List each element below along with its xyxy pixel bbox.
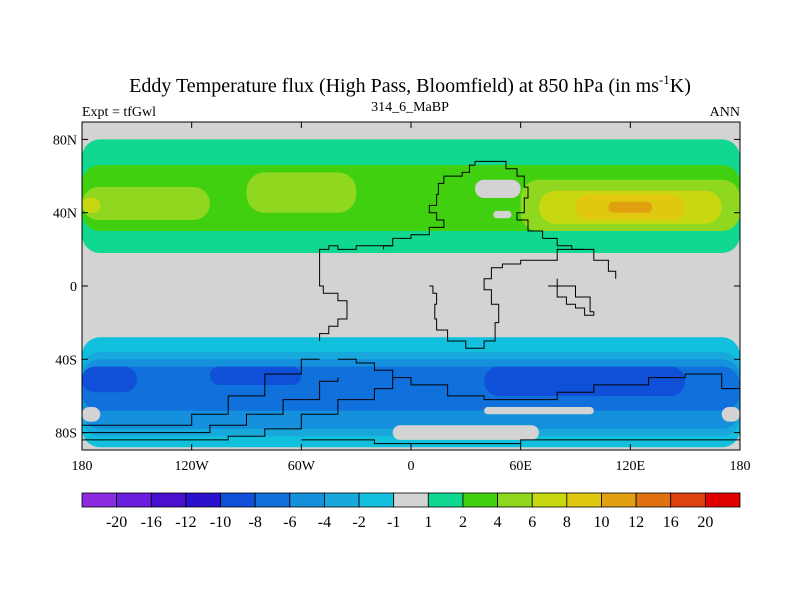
colorbar-box-6 — [289, 492, 325, 508]
colorbar-box-15 — [601, 492, 637, 508]
colorbar-box-7 — [324, 492, 360, 508]
colorbar-box-8 — [358, 492, 395, 508]
field-band-nh-12 — [608, 201, 653, 213]
colorbar-box-17 — [670, 492, 706, 508]
map-title-main: Eddy Temperature flux (High Pass, Bloomf… — [129, 75, 659, 97]
run-label: 314_6_MaBP — [371, 100, 449, 115]
field-gap-nh-hole-1 — [474, 179, 521, 199]
colorbar-box-0 — [81, 492, 118, 508]
field-gap-sh-hole-3 — [82, 406, 101, 422]
coast-south-main — [337, 358, 740, 404]
map-title-superscript: -1 — [659, 72, 670, 87]
field-gap-sh-hole-4 — [721, 406, 740, 422]
lon-tick-label-4: 60E — [509, 459, 532, 474]
title-group: Eddy Temperature flux (High Pass, Bloomf… — [82, 72, 740, 120]
lat-tick-label-40S: 40S — [55, 353, 77, 368]
map-plot-area — [82, 122, 740, 450]
field-band-nh-6a — [82, 187, 210, 221]
lon-tick-label-3: 0 — [408, 459, 415, 474]
lat-tick-label-40N: 40N — [53, 207, 77, 222]
field-gap-sh-hole-2 — [484, 406, 594, 415]
colorbar-label-11: 4 — [494, 514, 502, 531]
coast-antarctic-ridge-3 — [82, 377, 394, 441]
colorbar-label-9: 1 — [424, 514, 432, 531]
coast-antarctic-ridge-2 — [82, 377, 339, 434]
field-band-sh-m8b — [209, 366, 302, 385]
colorbar-label-5: -6 — [283, 514, 296, 531]
coastline-layer — [82, 160, 740, 445]
colorbar-label-10: 2 — [459, 514, 467, 531]
lat-tick-label-80N: 80N — [53, 133, 77, 148]
colorbar-label-0: -20 — [106, 514, 127, 531]
lat-tick-label-80S: 80S — [55, 427, 77, 442]
colorbar-label-6: -4 — [318, 514, 331, 531]
colorbar-box-13 — [531, 492, 568, 508]
coast-south-low — [301, 439, 740, 445]
colorbar-box-2 — [150, 492, 187, 508]
colorbar-box-12 — [497, 492, 533, 508]
colorbar-box-16 — [635, 492, 672, 508]
lon-tick-label-1: 120W — [175, 459, 210, 474]
colorbar-label-8: -1 — [387, 514, 400, 531]
colorbar-label-16: 16 — [663, 514, 679, 531]
colorbar: -20 -16 -12 -10 -8 -6 -4 -2 -1 1 2 4 6 8 10 12 16 20 — [81, 492, 741, 531]
coast-africa — [429, 248, 585, 349]
latitude-axis: 80N 40N 0 40S 80S — [53, 133, 740, 442]
map-title-end: K) — [670, 75, 691, 97]
colorbar-label-4: -8 — [248, 514, 261, 531]
field-gap-nh-hole-2 — [493, 210, 512, 219]
field-layer — [82, 139, 740, 448]
colorbar-label-13: 8 — [563, 514, 571, 531]
colorbar-box-3 — [185, 492, 221, 508]
season-label: ANN — [710, 105, 740, 120]
colorbar-label-17: 20 — [697, 514, 713, 531]
lon-tick-label-6: 180 — [730, 459, 751, 474]
colorbar-label-12: 6 — [528, 514, 536, 531]
colorbar-label-3: -10 — [210, 514, 231, 531]
coast-eurasia-north — [451, 160, 617, 279]
field-band-sh-m8a — [82, 366, 137, 393]
colorbar-box-1 — [116, 492, 152, 508]
colorbar-label-2: -12 — [175, 514, 196, 531]
colorbar-label-7: -2 — [352, 514, 365, 531]
lon-tick-label-5: 120E — [616, 459, 646, 474]
colorbar-label-1: -16 — [141, 514, 162, 531]
colorbar-label-15: 12 — [628, 514, 644, 531]
lat-tick-label-0: 0 — [70, 280, 77, 295]
field-band-nh-8a — [82, 198, 101, 213]
colorbar-box-4 — [220, 492, 256, 508]
field-band-sh-m8c — [484, 366, 686, 396]
colorbar-box-18 — [704, 492, 741, 508]
colorbar-box-14 — [566, 492, 602, 508]
longitude-axis: 180 120W 60W 0 60E 120E 180 — [72, 122, 751, 474]
lon-tick-label-0: 180 — [72, 459, 93, 474]
coast-europe-west — [383, 175, 452, 250]
coast-antarctic-ridge-1 — [82, 358, 320, 426]
colorbar-label-14: 10 — [593, 514, 609, 531]
coast-americas — [319, 245, 393, 341]
colorbar-box-11 — [462, 492, 498, 508]
colorbar-box-10 — [427, 492, 464, 508]
experiment-label: Expt = tfGwl — [82, 105, 156, 120]
field-gap-sh-hole-1 — [392, 425, 539, 440]
field-band-nh-6b — [246, 172, 357, 213]
coast-australia — [548, 278, 595, 316]
lon-tick-label-2: 60W — [288, 459, 316, 474]
colorbar-box-5 — [254, 492, 291, 508]
colorbar-box-9 — [393, 492, 429, 508]
map-title: Eddy Temperature flux (High Pass, Bloomf… — [129, 72, 691, 97]
